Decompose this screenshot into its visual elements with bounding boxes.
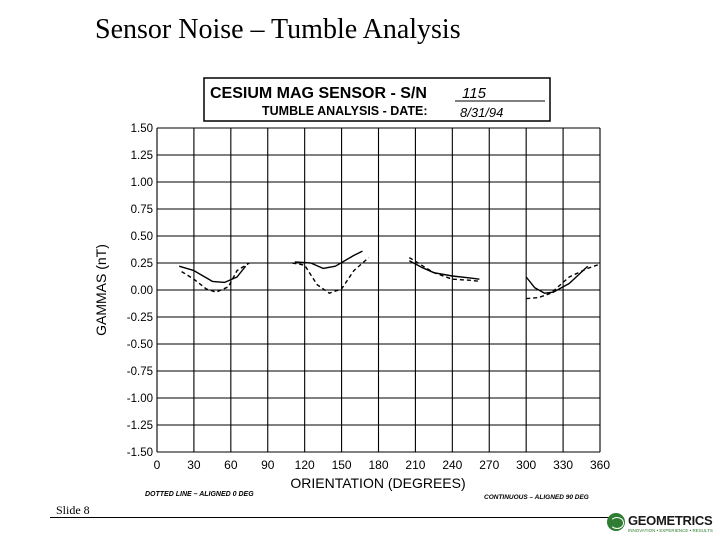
series-line-dotted xyxy=(526,263,601,300)
x-tick-label: 210 xyxy=(405,458,425,472)
header-line1: CESIUM MAG SENSOR - S/N xyxy=(210,85,427,102)
slide-number: Slide 8 xyxy=(56,503,90,517)
chart-header-box: CESIUM MAG SENSOR - S/N 115 TUMBLE ANALY… xyxy=(203,77,551,122)
y-tick-label: 1.25 xyxy=(131,150,153,162)
series-line-solid xyxy=(178,265,247,284)
x-tick-label: 180 xyxy=(368,458,388,472)
x-tick-label: 30 xyxy=(187,458,201,472)
x-axis-label: ORIENTATION (DEGREES) xyxy=(290,475,465,491)
header-box-frame xyxy=(203,77,551,122)
x-tick-label: 0 xyxy=(154,458,161,472)
y-tick-label: -0.50 xyxy=(127,339,153,351)
grid xyxy=(156,127,601,453)
y-axis-label: GAMMAS (nT) xyxy=(93,244,109,336)
x-tick-label: 240 xyxy=(442,458,462,472)
footer-divider xyxy=(50,517,610,518)
header-line2: TUMBLE ANALYSIS - DATE: xyxy=(262,104,428,118)
y-tick-label: -1.00 xyxy=(127,393,153,405)
logo-tagline: INNOVATION • EXPERIENCE • RESULTS xyxy=(628,528,713,533)
logo-name: GEOMETRICS xyxy=(628,513,713,528)
y-tick-label: 1.50 xyxy=(131,123,153,135)
header-serial: 115 xyxy=(462,85,487,102)
y-tick-label: -0.25 xyxy=(127,312,153,324)
y-tick-label: -0.75 xyxy=(127,366,153,378)
y-tick-labels: 1.50 1.25 1.00 0.75 0.50 0.25 0.00 -0.25 -0.50 -0… xyxy=(127,123,153,459)
y-tick-label: 0.25 xyxy=(131,258,153,270)
x-tick-label: 270 xyxy=(479,458,499,472)
series-line-dotted xyxy=(408,257,480,283)
x-tick-label: 300 xyxy=(516,458,536,472)
y-tick-label: -1.25 xyxy=(127,420,153,432)
legend-note-continuous: CONTINUOUS – ALIGNED 90 DEG xyxy=(484,494,589,501)
y-tick-label: -1.50 xyxy=(127,447,153,459)
series-line-dotted xyxy=(292,257,370,294)
geometrics-logo: GEOMETRICS INNOVATION • EXPERIENCE • RES… xyxy=(606,511,714,537)
x-tick-label: 60 xyxy=(224,458,238,472)
series-line-dotted xyxy=(181,262,250,293)
x-tick-labels: 0 30 60 90 120 150 180 210 240 270 300 330 360 xyxy=(154,458,611,472)
y-tick-label: 1.00 xyxy=(131,177,153,189)
globe-icon xyxy=(607,513,625,531)
series-line-solid xyxy=(294,250,363,270)
x-tick-label: 150 xyxy=(332,458,352,472)
header-date: 8/31/94 xyxy=(460,105,503,120)
y-tick-label: 0.75 xyxy=(131,204,153,216)
x-tick-label: 90 xyxy=(261,458,275,472)
x-tick-label: 360 xyxy=(590,458,610,472)
x-tick-label: 330 xyxy=(553,458,573,472)
x-tick-label: 120 xyxy=(295,458,315,472)
series-line-solid xyxy=(525,265,589,294)
series-line-solid xyxy=(408,260,480,280)
y-tick-label: 0.50 xyxy=(131,231,153,243)
series-lines xyxy=(178,250,601,300)
slide-title: Sensor Noise – Tumble Analysis xyxy=(95,14,461,45)
y-tick-label: 0.00 xyxy=(131,285,153,297)
legend-note-dotted: DOTTED LINE – ALIGNED 0 DEG xyxy=(145,491,254,498)
